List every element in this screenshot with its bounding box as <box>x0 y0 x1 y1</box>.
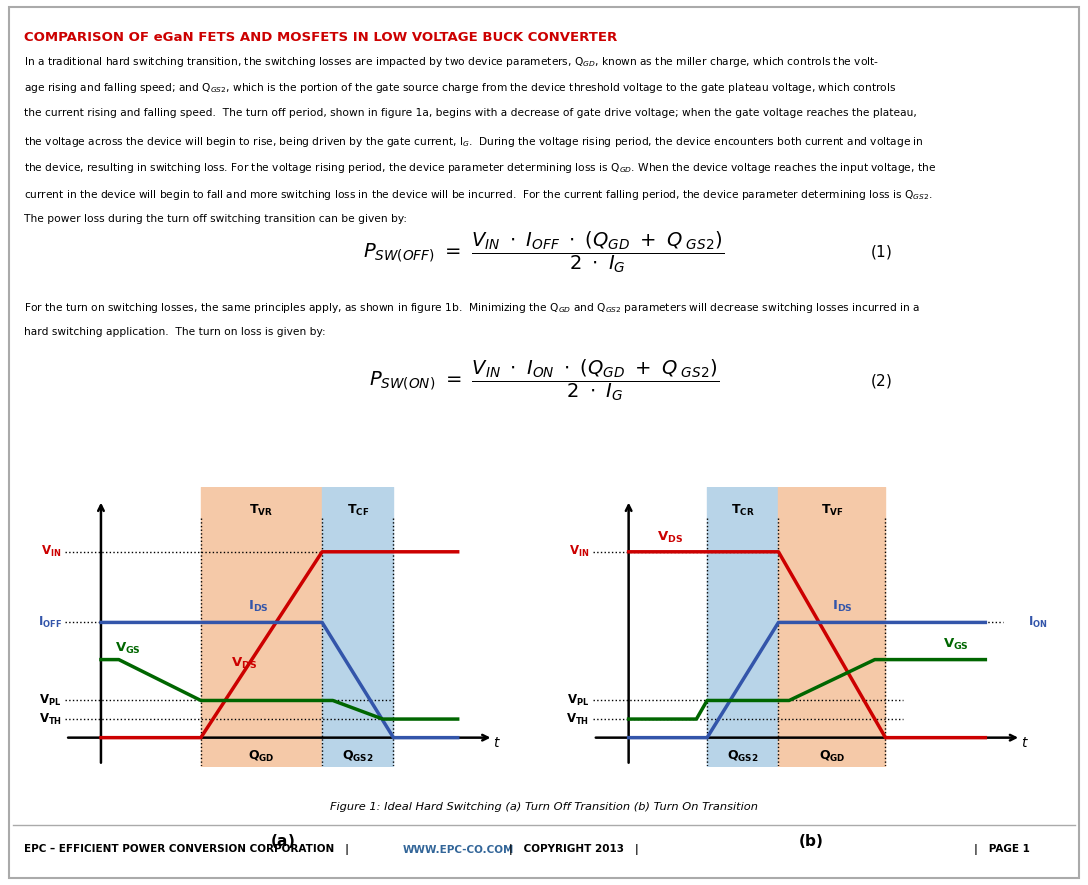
Text: current in the device will begin to fall and more switching loss in the device w: current in the device will begin to fall… <box>24 188 932 202</box>
Text: $\mathbf{Q_{GS2}}$: $\mathbf{Q_{GS2}}$ <box>727 749 758 764</box>
Text: COMPARISON OF eGaN FETS AND MOSFETS IN LOW VOLTAGE BUCK CONVERTER: COMPARISON OF eGaN FETS AND MOSFETS IN L… <box>24 31 617 44</box>
Text: $(2)$: $(2)$ <box>870 372 892 389</box>
Text: |   PAGE 1: | PAGE 1 <box>974 844 1029 855</box>
Text: $\mathbf{V_{IN}}$: $\mathbf{V_{IN}}$ <box>41 544 62 559</box>
Text: $\mathbf{(b)}$: $\mathbf{(b)}$ <box>798 832 824 850</box>
Text: EPC – EFFICIENT POWER CONVERSION CORPORATION   |: EPC – EFFICIENT POWER CONVERSION CORPORA… <box>24 844 360 855</box>
Text: $\mathbf{T_{VR}}$: $\mathbf{T_{VR}}$ <box>249 504 273 519</box>
Text: $t$: $t$ <box>1021 736 1028 750</box>
Text: the current rising and falling speed.  The turn off period, shown in figure 1a, : the current rising and falling speed. Th… <box>24 108 917 118</box>
Text: $\mathit{P}_\mathit{SW(OFF)}\ =\ \dfrac{\mathit{V}_{IN}\ \cdot\ \mathit{I}_{OFF}: $\mathit{P}_\mathit{SW(OFF)}\ =\ \dfrac{… <box>363 229 725 275</box>
Text: the device, resulting in switching loss. For the voltage rising period, the devi: the device, resulting in switching loss.… <box>24 161 936 175</box>
Text: $\mathbf{V_{TH}}$: $\mathbf{V_{TH}}$ <box>39 712 62 727</box>
Text: $\mathbf{V_{DS}}$: $\mathbf{V_{DS}}$ <box>657 529 683 545</box>
Text: $\mathbf{Q_{GD}}$: $\mathbf{Q_{GD}}$ <box>818 749 845 764</box>
Text: $\mathbf{I_{OFF}}$: $\mathbf{I_{OFF}}$ <box>38 615 62 630</box>
Text: WWW.EPC-CO.COM: WWW.EPC-CO.COM <box>403 844 514 855</box>
Text: $\mathbf{T_{VF}}$: $\mathbf{T_{VF}}$ <box>820 504 843 519</box>
Text: $\mathbf{(a)}$: $\mathbf{(a)}$ <box>271 832 295 850</box>
Text: $t$: $t$ <box>493 736 500 750</box>
Text: $\mathbf{T_{CF}}$: $\mathbf{T_{CF}}$ <box>347 504 369 519</box>
Text: $\mathbf{V_{IN}}$: $\mathbf{V_{IN}}$ <box>569 544 590 559</box>
Text: the voltage across the device will begin to rise, being driven by the gate curre: the voltage across the device will begin… <box>24 135 924 149</box>
Text: The power loss during the turn off switching transition can be given by:: The power loss during the turn off switc… <box>24 214 407 224</box>
Text: Figure 1: Ideal Hard Switching (a) Turn Off Transition (b) Turn On Transition: Figure 1: Ideal Hard Switching (a) Turn … <box>330 802 758 812</box>
Text: hard switching application.  The turn on loss is given by:: hard switching application. The turn on … <box>24 327 325 337</box>
Text: $\mathbf{V_{TH}}$: $\mathbf{V_{TH}}$ <box>567 712 590 727</box>
Text: $\mathbf{V_{GS}}$: $\mathbf{V_{GS}}$ <box>942 637 968 652</box>
Text: $\mathit{P}_\mathit{SW(ON)}\ =\ \dfrac{\mathit{V}_{IN}\ \cdot\ \mathit{I}_{ON}\ : $\mathit{P}_\mathit{SW(ON)}\ =\ \dfrac{\… <box>369 358 719 404</box>
Text: $\mathbf{V_{PL}}$: $\mathbf{V_{PL}}$ <box>567 693 590 708</box>
Text: $\mathbf{V_{GS}}$: $\mathbf{V_{GS}}$ <box>115 641 141 656</box>
Text: |   COPYRIGHT 2013   |: | COPYRIGHT 2013 | <box>498 844 639 855</box>
Text: $\mathbf{Q_{GS2}}$: $\mathbf{Q_{GS2}}$ <box>342 749 373 764</box>
Text: In a traditional hard switching transition, the switching losses are impacted by: In a traditional hard switching transiti… <box>24 55 879 69</box>
Text: $\mathbf{I_{DS}}$: $\mathbf{I_{DS}}$ <box>248 598 269 613</box>
Text: $\mathbf{I_{ON}}$: $\mathbf{I_{ON}}$ <box>1028 615 1048 630</box>
Text: $\mathbf{T_{CR}}$: $\mathbf{T_{CR}}$ <box>731 504 755 519</box>
Text: For the turn on switching losses, the same principles apply, as shown in figure : For the turn on switching losses, the sa… <box>24 301 919 315</box>
Text: age rising and falling speed; and Q$_{GS2}$, which is the portion of the gate so: age rising and falling speed; and Q$_{GS… <box>24 81 897 96</box>
Text: $\mathbf{V_{PL}}$: $\mathbf{V_{PL}}$ <box>39 693 62 708</box>
Text: $\mathbf{V_{DS}}$: $\mathbf{V_{DS}}$ <box>231 656 257 671</box>
Text: $(1)$: $(1)$ <box>870 243 892 261</box>
Text: $\mathbf{I_{DS}}$: $\mathbf{I_{DS}}$ <box>832 598 853 613</box>
Text: $\mathbf{Q_{GD}}$: $\mathbf{Q_{GD}}$ <box>248 749 275 764</box>
